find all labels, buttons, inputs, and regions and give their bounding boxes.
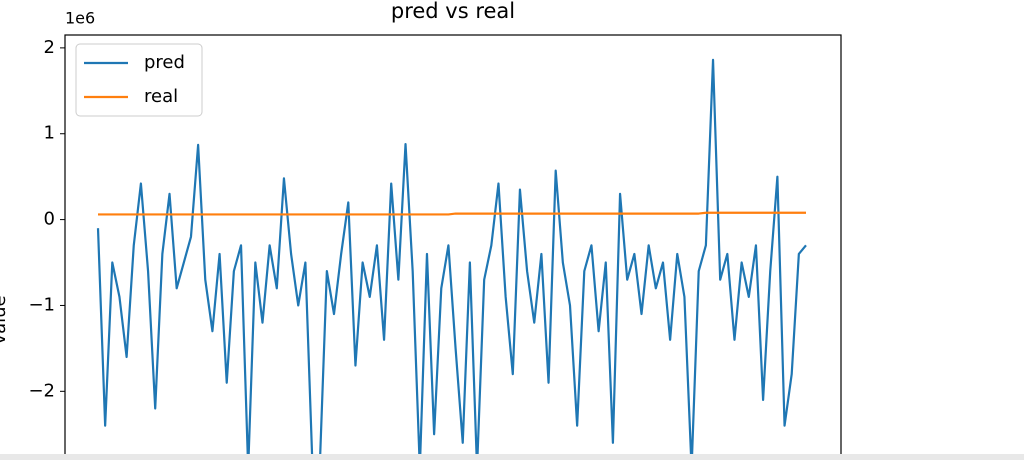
y-tick-label: 2 bbox=[44, 37, 55, 58]
scrollbar bbox=[0, 454, 1024, 460]
legend-label: pred bbox=[144, 52, 185, 73]
y-tick-label: −1 bbox=[28, 294, 55, 315]
chart-title: pred vs real bbox=[391, 0, 515, 23]
plot-area bbox=[96, 58, 807, 460]
legend: pred real bbox=[75, 43, 203, 117]
series-line bbox=[98, 211, 806, 216]
axes-frame bbox=[64, 34, 842, 460]
legend-label: real bbox=[144, 86, 178, 107]
y-offset-label: 1e6 bbox=[65, 9, 95, 28]
series-line bbox=[96, 58, 807, 460]
y-axis-label: value bbox=[0, 295, 10, 344]
y-tick-label: −2 bbox=[28, 380, 55, 401]
y-tick-label: 0 bbox=[44, 209, 55, 230]
y-tick-label: 1 bbox=[44, 123, 55, 144]
